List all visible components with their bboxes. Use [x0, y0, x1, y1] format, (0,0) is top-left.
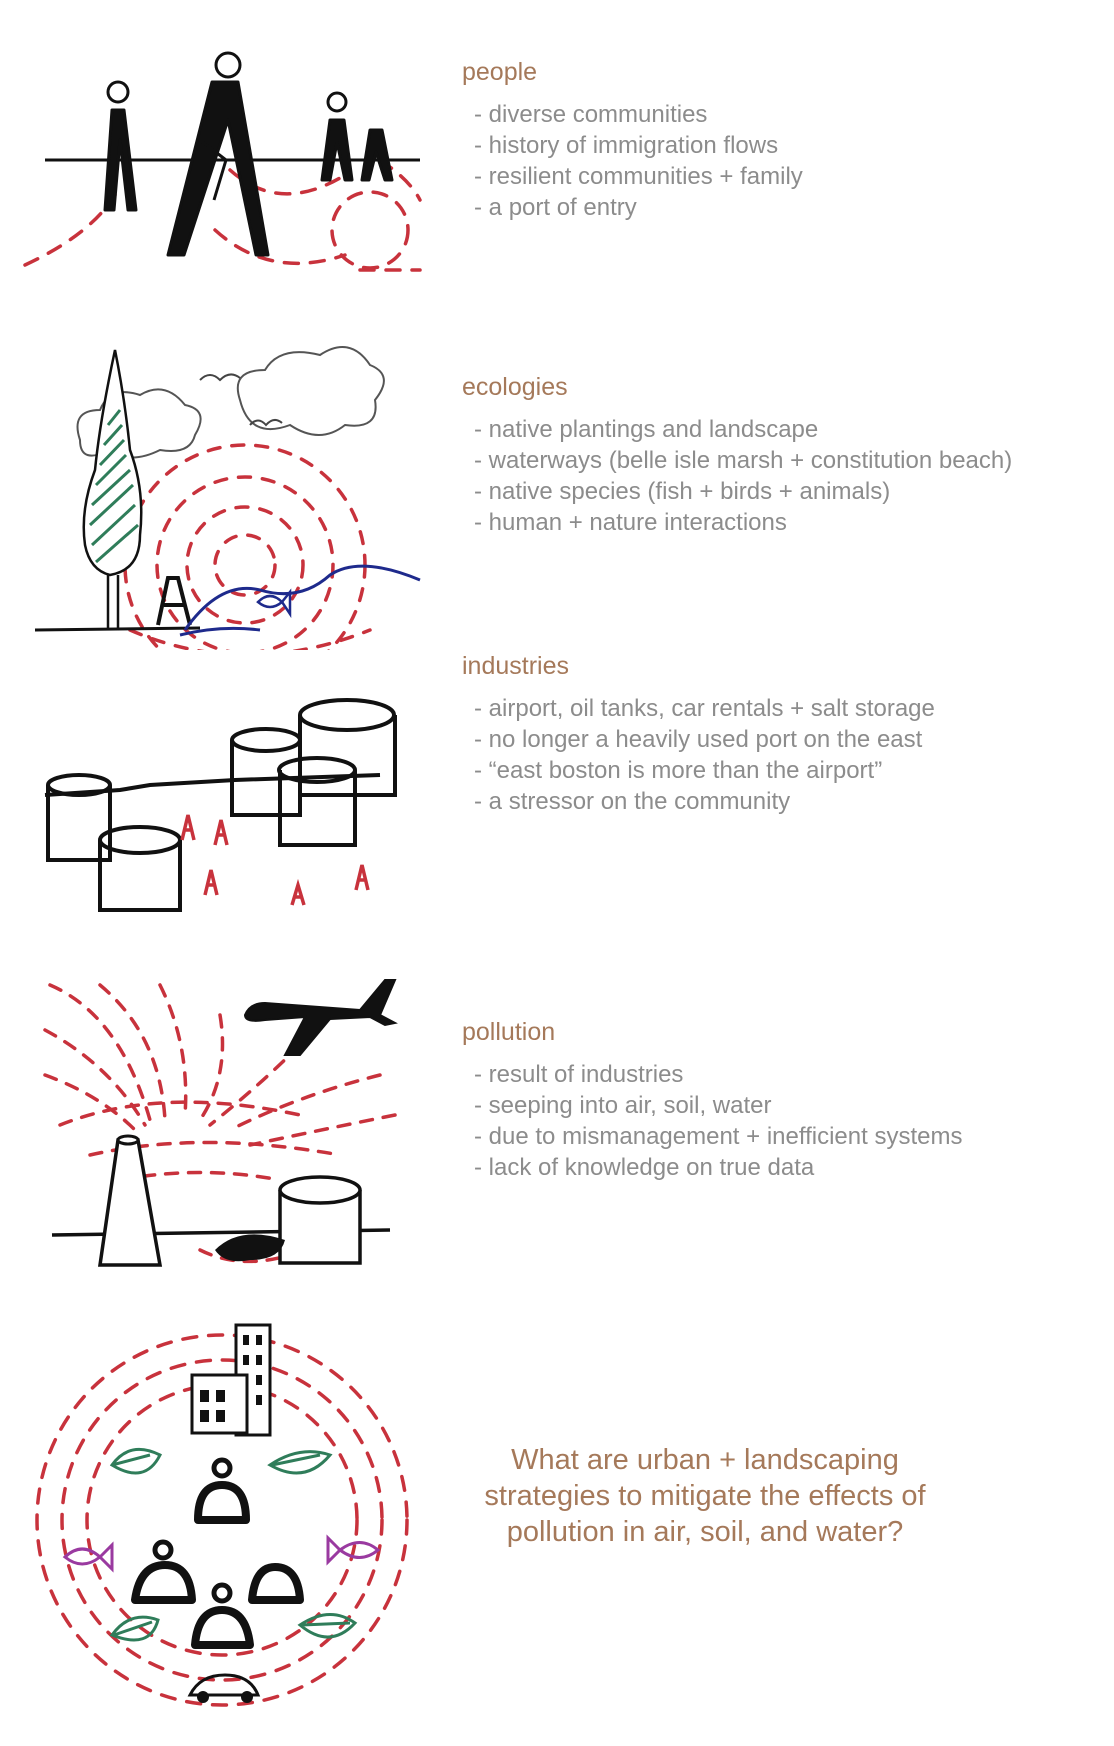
- people-sketch: [0, 30, 440, 290]
- question-line: What are urban + landscaping: [511, 1444, 899, 1476]
- industries-sketch: [0, 675, 440, 935]
- list-item: native species (fish + birds + animals): [474, 476, 1102, 507]
- list-item: seeping into air, soil, water: [474, 1090, 1102, 1121]
- list-item: a stressor on the community: [474, 786, 1102, 817]
- bullet-list: airport, oil tanks, car rentals + salt s…: [462, 693, 1102, 817]
- list-item: due to mismanagement + inefficient syste…: [474, 1121, 1102, 1152]
- research-question: What are urban + landscaping strategies …: [455, 1442, 955, 1550]
- list-item: resilient communities + family: [474, 161, 1102, 192]
- question-line: strategies to mitigate the effects of: [484, 1480, 926, 1512]
- list-item: result of industries: [474, 1059, 1102, 1090]
- section-industries: industries airport, oil tanks, car renta…: [462, 652, 1102, 817]
- list-item: history of immigration flows: [474, 130, 1102, 161]
- section-people: people diverse communities history of im…: [462, 58, 1102, 223]
- question-line: pollution in air, soil, and water?: [506, 1516, 904, 1548]
- synthesis-sketch: [0, 1305, 440, 1715]
- list-item: native plantings and landscape: [474, 414, 1102, 445]
- pollution-sketch: [0, 955, 440, 1275]
- list-item: no longer a heavily used port on the eas…: [474, 724, 1102, 755]
- ecologies-sketch: [0, 330, 440, 650]
- list-item: diverse communities: [474, 99, 1102, 130]
- list-item: a port of entry: [474, 192, 1102, 223]
- list-item: human + nature interactions: [474, 507, 1102, 538]
- list-item: waterways (belle isle marsh + constituti…: [474, 445, 1102, 476]
- section-title: people: [462, 58, 538, 86]
- section-ecologies: ecologies native plantings and landscape…: [462, 373, 1102, 538]
- section-title: pollution: [462, 1018, 556, 1046]
- list-item: airport, oil tanks, car rentals + salt s…: [474, 693, 1102, 724]
- section-title: ecologies: [462, 373, 568, 401]
- bullet-list: native plantings and landscape waterways…: [462, 414, 1102, 538]
- bullet-list: result of industries seeping into air, s…: [462, 1059, 1102, 1183]
- list-item: lack of knowledge on true data: [474, 1152, 1102, 1183]
- bullet-list: diverse communities history of immigrati…: [462, 99, 1102, 223]
- section-pollution: pollution result of industries seeping i…: [462, 1018, 1102, 1183]
- section-title: industries: [462, 652, 569, 680]
- list-item: “east boston is more than the airport”: [474, 755, 1102, 786]
